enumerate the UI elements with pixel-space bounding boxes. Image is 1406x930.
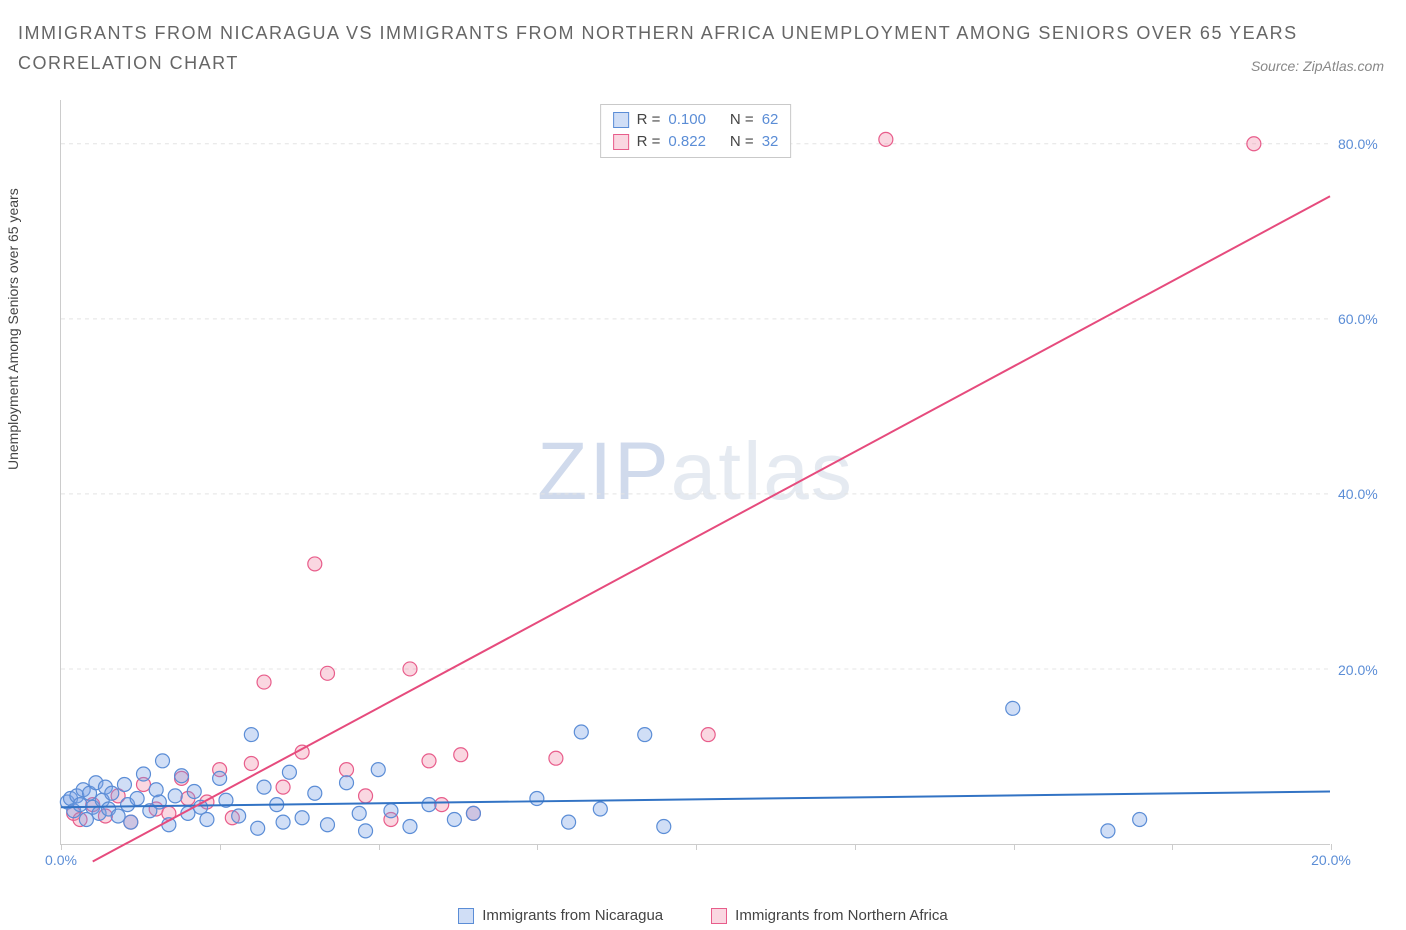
y-tick-label: 80.0%: [1338, 136, 1390, 152]
legend-swatch-nafrica: [613, 134, 629, 150]
chart-title-block: IMMIGRANTS FROM NICARAGUA VS IMMIGRANTS …: [18, 18, 1388, 78]
source-credit: Source: ZipAtlas.com: [1251, 58, 1384, 74]
plot-svg: [61, 100, 1330, 844]
x-tick-label: 0.0%: [45, 852, 77, 868]
legend-swatch-nicaragua-icon: [458, 908, 474, 924]
legend-row-2: R = 0.822 N = 32: [613, 131, 779, 153]
bottom-legend-item-2: Immigrants from Northern Africa: [711, 907, 948, 924]
title-line-2: CORRELATION CHART: [18, 48, 1388, 78]
correlation-legend: R = 0.100 N = 62 R = 0.822 N = 32: [600, 104, 792, 158]
scatter-chart: ZIPatlas R = 0.100 N = 62 R = 0.822 N = …: [60, 100, 1330, 845]
legend-swatch-nafrica-icon: [711, 908, 727, 924]
legend-row-1: R = 0.100 N = 62: [613, 109, 779, 131]
y-tick-label: 60.0%: [1338, 311, 1390, 327]
y-tick-label: 20.0%: [1338, 662, 1390, 678]
legend-swatch-nicaragua: [613, 112, 629, 128]
x-tick-label: 20.0%: [1311, 852, 1351, 868]
y-axis-label: Unemployment Among Seniors over 65 years: [5, 188, 21, 470]
title-line-1: IMMIGRANTS FROM NICARAGUA VS IMMIGRANTS …: [18, 18, 1388, 48]
bottom-legend-item-1: Immigrants from Nicaragua: [458, 907, 663, 924]
bottom-legend: Immigrants from Nicaragua Immigrants fro…: [0, 907, 1406, 924]
y-tick-label: 40.0%: [1338, 486, 1390, 502]
